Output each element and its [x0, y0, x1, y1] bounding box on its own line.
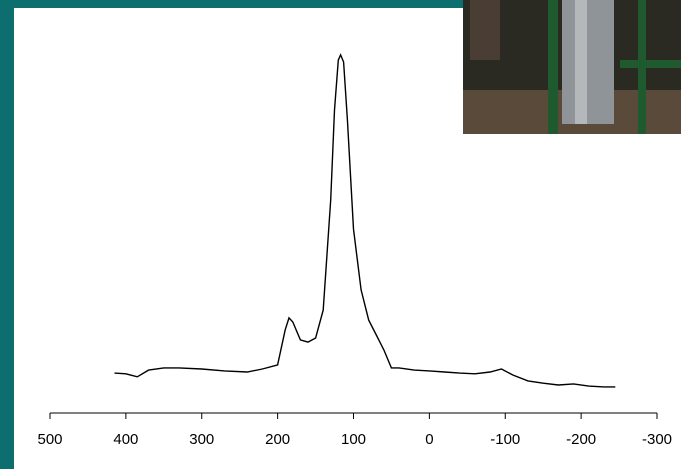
photo-highlight	[575, 0, 587, 124]
x-tick-label: -100	[490, 431, 520, 448]
photo	[463, 0, 681, 134]
photo-frame	[548, 0, 558, 134]
x-tick-label: -200	[566, 431, 596, 448]
x-tick-label: 0	[425, 431, 433, 448]
photo-cylinder	[562, 0, 614, 124]
x-tick-label: 300	[189, 431, 214, 448]
photo-object	[470, 0, 500, 60]
x-tick-label: -300	[642, 431, 672, 448]
spectrum-line	[114, 53, 616, 388]
photo-shelf	[620, 60, 681, 68]
x-tick-label: 500	[37, 431, 62, 448]
x-tick-label: 400	[113, 431, 138, 448]
x-tick-label: 100	[341, 431, 366, 448]
x-tick-label: 200	[265, 431, 290, 448]
